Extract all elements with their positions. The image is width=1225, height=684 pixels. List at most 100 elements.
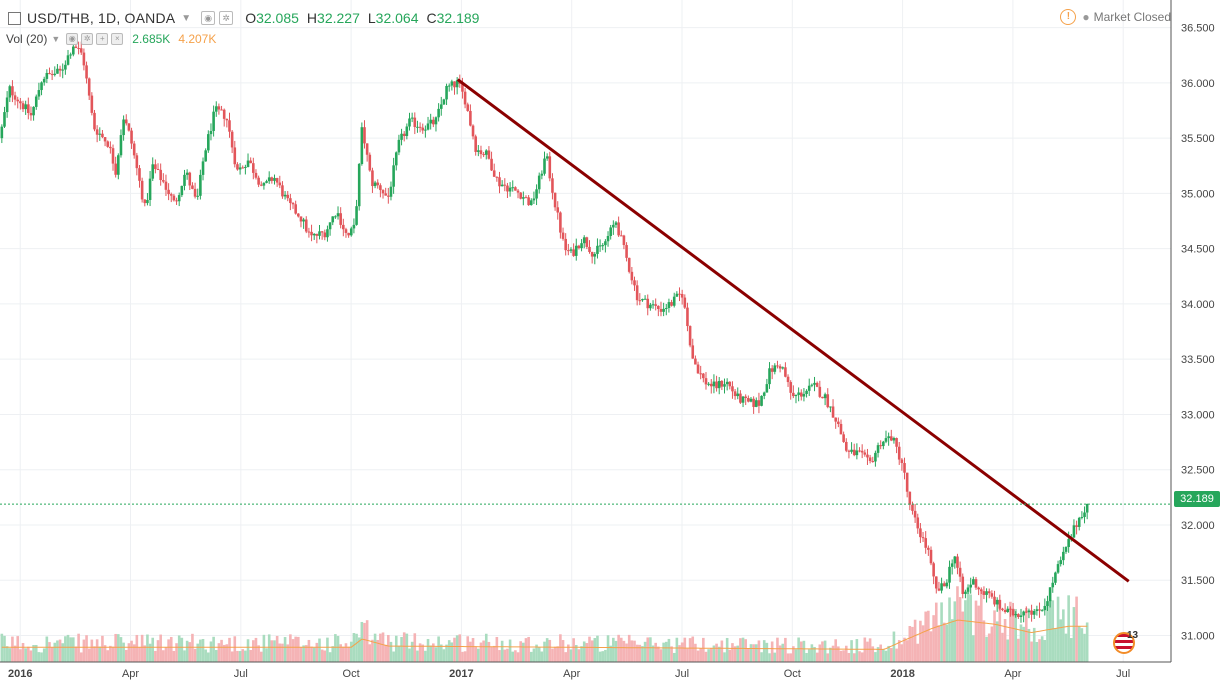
candle-body — [860, 450, 864, 453]
events-badge[interactable]: 13 — [1113, 630, 1138, 654]
gear-icon[interactable]: ✲ — [219, 11, 234, 25]
candle-body — [815, 382, 819, 387]
candle-body — [882, 441, 885, 447]
candle-body — [461, 83, 464, 92]
candle-body — [524, 197, 528, 199]
volume-bar — [733, 646, 737, 662]
volume-bar — [850, 640, 853, 662]
volume-bar — [1038, 639, 1041, 662]
candle-body — [876, 445, 880, 453]
candle-body — [551, 178, 554, 193]
chevron-down-icon[interactable]: ▼ — [181, 12, 192, 24]
price-tick-label: 34.500 — [1181, 244, 1215, 256]
candle-body — [937, 588, 941, 591]
candle-body — [752, 398, 755, 407]
candle-body — [874, 452, 877, 462]
candle-body — [995, 599, 999, 605]
time-tick-label: Apr — [122, 668, 139, 680]
candle-body — [765, 384, 769, 393]
volume-bar — [392, 651, 395, 662]
candle-body — [400, 133, 403, 140]
chevron-down-icon[interactable]: ▼ — [51, 34, 61, 44]
volume-bar — [29, 650, 33, 662]
time-axis[interactable]: 2016 Apr Jul Oct 2017 Apr Jul Oct 2018 Apr Jul — [0, 661, 1225, 684]
candle-body — [304, 219, 308, 232]
candle-body — [728, 381, 732, 387]
eye-icon[interactable]: ◉ — [201, 11, 216, 25]
candle-body — [540, 173, 544, 176]
volume-bar — [307, 639, 311, 662]
volume-bar — [741, 637, 745, 662]
candle-body — [249, 160, 252, 164]
add-icon[interactable]: + — [96, 33, 109, 45]
candle-body — [559, 212, 562, 233]
candle-body — [792, 392, 795, 397]
candle-body — [8, 86, 12, 98]
volume-bar — [723, 652, 726, 662]
candle-body — [445, 85, 448, 100]
volume-bar — [807, 649, 811, 662]
candle-body — [598, 245, 602, 247]
price-tick-label: 35.000 — [1181, 188, 1215, 200]
volume-bar — [1046, 604, 1049, 662]
volume-bar — [434, 647, 438, 662]
collapse-icon[interactable] — [8, 11, 21, 25]
market-status[interactable]: ! ● Market Closed — [1060, 9, 1171, 25]
volume-bar — [193, 648, 197, 662]
candle-body — [469, 110, 472, 126]
candle-body — [405, 126, 409, 137]
volume-bar — [765, 642, 769, 662]
candle-body — [204, 150, 207, 162]
close-icon[interactable]: × — [111, 33, 124, 45]
gear-icon[interactable]: ✲ — [81, 33, 94, 45]
volume-bar — [148, 643, 152, 662]
volume-ma-line — [1, 619, 1088, 650]
volume-bar — [1083, 633, 1086, 662]
candle-body — [357, 164, 361, 207]
volume-bar — [866, 641, 869, 662]
candle-body — [312, 233, 316, 236]
candle-body — [199, 174, 202, 196]
candle-body — [487, 150, 491, 159]
candle-body — [220, 109, 223, 111]
candle-body — [85, 65, 88, 79]
candle-body — [1051, 582, 1055, 588]
volume-bar — [686, 648, 689, 662]
volume-bar — [1064, 633, 1068, 662]
candle-body — [1080, 516, 1084, 518]
high-label: H — [306, 10, 318, 26]
volume-bar — [156, 640, 160, 662]
candle-body — [143, 199, 147, 204]
time-tick-label: Jul — [675, 668, 689, 680]
volume-bar — [649, 637, 652, 662]
volume-bar — [162, 650, 165, 662]
volume-bar — [479, 642, 483, 662]
volume-bar — [508, 639, 512, 662]
candle-body — [437, 108, 440, 118]
volume-bar — [921, 625, 925, 662]
candle-body — [829, 406, 832, 408]
price-axis[interactable]: 36.500 36.000 35.500 35.000 34.500 34.000 33.5… — [1170, 0, 1225, 684]
volume-label[interactable]: Vol (20) — [6, 32, 48, 46]
volume-bar — [405, 633, 409, 662]
last-price-label: 32.189 — [1174, 491, 1220, 507]
candle-body — [360, 127, 364, 165]
candle-body — [207, 134, 210, 151]
volume-bar — [709, 648, 713, 662]
volume-bar — [972, 635, 975, 662]
volume-bar — [40, 652, 43, 662]
volume-bar — [990, 626, 994, 662]
candle-body — [720, 380, 724, 387]
volume-bar — [318, 638, 321, 662]
candle-body — [506, 185, 509, 192]
volume-bar — [953, 601, 957, 662]
volume-bar — [633, 640, 636, 662]
candle-body — [48, 72, 51, 75]
volume-bar — [998, 599, 1002, 662]
eye-icon[interactable]: ◉ — [66, 33, 79, 45]
candle-body — [593, 253, 597, 257]
trendline[interactable] — [456, 78, 1130, 583]
symbol-title[interactable]: USD/THB, 1D, OANDA — [27, 10, 176, 26]
price-tick-label: 31.000 — [1181, 630, 1215, 642]
